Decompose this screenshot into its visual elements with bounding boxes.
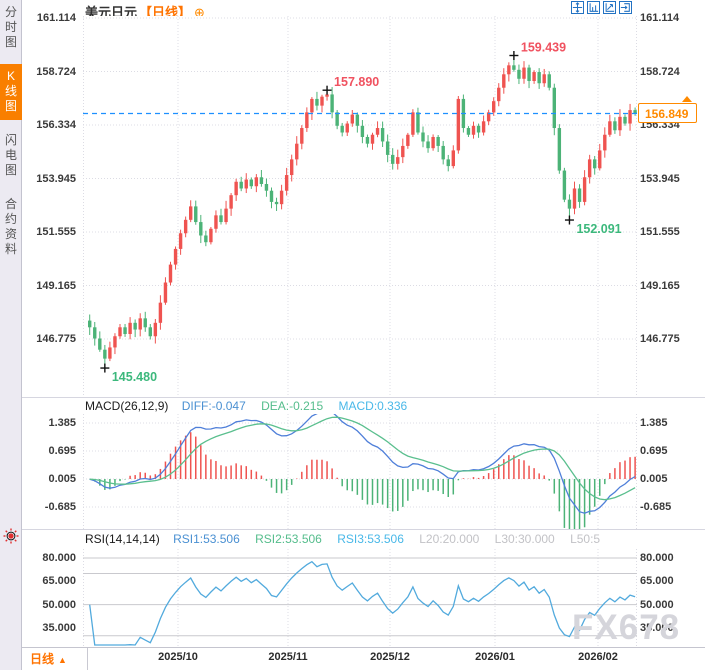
axis-tick-label: 50.000 [640,599,674,611]
sidebar-tab-1[interactable]: 分时图 [0,0,22,56]
axis-tick-label: 0.005 [640,473,668,485]
sidebar-tab-4[interactable]: 合约资料 [0,192,22,263]
axis-tick-label: 35.000 [640,622,674,634]
date-tick-label: 2025/12 [370,651,410,663]
axis-tick-label: 0.695 [640,445,668,457]
date-tick-label: 2026/01 [475,651,515,663]
chevron-up-icon: ▲ [58,655,67,665]
rsi-title: RSI(14,14,14) [85,532,160,546]
date-tick-label: 2026/02 [578,651,618,663]
axis-tick-label: -0.685 [640,501,672,513]
price-up-arrow-icon [682,96,692,102]
zoom-y-axis-icon[interactable] [587,1,600,14]
period-selector-label: 日线 [30,652,55,666]
rsi-l50-level: L50:5 [570,532,601,546]
macd-label-row: MACD(26,12,9) DIFF:-0.047 DEA:-0.215 MAC… [85,399,419,414]
rsi-l20-level: L20:20.000 [419,532,480,546]
sidebar-tab-2[interactable]: K线图 [0,64,22,120]
panel-separator [22,397,705,398]
axis-tick-label: 161.114 [640,12,680,24]
rsi-l30-level: L30:30.000 [494,532,555,546]
macd-title: MACD(26,12,9) [85,399,169,413]
macd-macd-value: MACD:0.336 [338,399,408,413]
extreme-price-annotation: 157.890 [334,75,379,89]
chart-toolbar [571,1,632,14]
axis-tick-label: 153.945 [640,173,680,185]
sidebar-tab-label: 合约资料 [4,197,17,256]
axis-tick-label: 0.005 [48,473,76,485]
axis-tick-label: 156.334 [36,119,76,131]
chart-type-sidebar: 分时图 K线图闪电图合约资料 [0,0,22,670]
macd-dea-value: DEA:-0.215 [261,399,324,413]
sidebar-tab-label: K线图 [4,69,17,113]
sidebar-tab-3[interactable]: 闪电图 [0,128,22,184]
sidebar-tab-label: 闪电图 [4,133,17,177]
axis-tick-label: 50.000 [42,599,76,611]
exit-chart-icon[interactable] [619,1,632,14]
rsi3-value: RSI3:53.506 [337,532,404,546]
axis-tick-label: 1.385 [48,417,76,429]
extreme-price-annotation: 145.480 [112,370,157,384]
date-tick-label: 2025/11 [268,651,308,663]
date-tick-label: 2025/10 [158,651,198,663]
extreme-price-annotation: 159.439 [521,41,566,55]
axis-tick-label: 151.555 [36,226,76,238]
rsi1-value: RSI1:53.506 [173,532,240,546]
axis-tick-label: 161.114 [36,12,76,24]
time-axis-bar: 日线 ▲ 2025/10 2025/11 2025/12 2026/01 2026/02 [22,647,705,670]
axis-tick-label: 80.000 [640,552,674,564]
axis-tick-label: 146.775 [640,333,680,345]
axis-tick-label: 1.385 [640,417,668,429]
extreme-price-annotation: 152.091 [576,222,621,236]
sidebar-tab-label: 分时图 [4,5,17,49]
axis-tick-label: 35.000 [42,622,76,634]
candlestick-chart[interactable]: 157.890 159.439 145.480 152.091 [83,16,637,397]
macd-chart[interactable] [83,414,637,529]
zoom-x-axis-icon[interactable] [603,1,616,14]
axis-tick-label: 158.724 [36,66,76,78]
axis-tick-label: 151.555 [640,226,680,238]
pan-tool-icon[interactable] [571,1,584,14]
axis-tick-label: 0.695 [48,445,76,457]
rsi2-value: RSI2:53.506 [255,532,322,546]
axis-tick-label: 146.775 [36,333,76,345]
panel-separator [22,529,705,530]
axis-tick-label: 149.165 [36,280,76,292]
axis-tick-label: 80.000 [42,552,76,564]
live-dot-icon [3,528,19,544]
axis-tick-label: 65.000 [640,575,674,587]
add-indicator-icon[interactable]: ⊕ [194,5,205,20]
axis-tick-label: 149.165 [640,280,680,292]
rsi-chart[interactable] [83,549,637,646]
axis-tick-label: 153.945 [36,173,76,185]
axis-tick-label: 158.724 [640,66,680,78]
current-price-value: 156.849 [645,107,689,121]
period-selector[interactable]: 日线 ▲ [22,648,88,670]
macd-diff-value: DIFF:-0.047 [181,399,246,413]
rsi-label-row: RSI(14,14,14) RSI1:53.506 RSI2:53.506 RS… [85,532,612,547]
axis-tick-label: 65.000 [42,575,76,587]
current-price-box: 156.849 [638,103,697,123]
axis-tick-label: -0.685 [44,501,76,513]
